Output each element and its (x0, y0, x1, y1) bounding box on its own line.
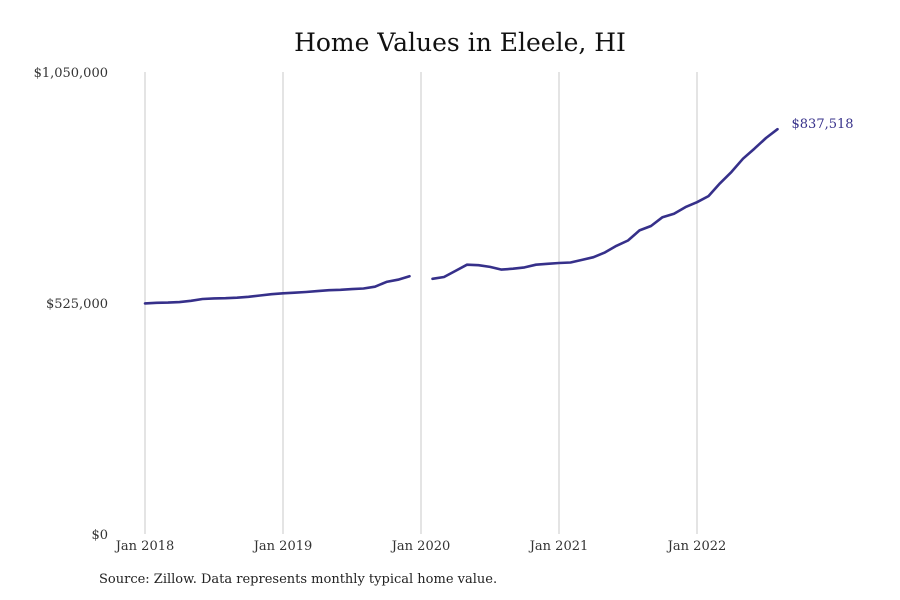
x-tick-label: Jan 2022 (666, 539, 727, 554)
source-note: Source: Zillow. Data represents monthly … (99, 572, 498, 587)
x-tick-label: Jan 2020 (390, 539, 451, 554)
series-group (143, 127, 779, 305)
x-tick-label: Jan 2018 (114, 539, 175, 554)
x-tick-label: Jan 2021 (528, 539, 589, 554)
x-tick-label: Jan 2019 (252, 539, 313, 554)
chart-title: Home Values in Eleele, HI (294, 28, 626, 57)
last-value-label: $837,518 (792, 117, 854, 132)
vertical-gridlines (144, 72, 698, 534)
y-tick-label: $525,000 (46, 297, 108, 312)
y-tick-label: $0 (91, 528, 108, 543)
series-line-segment-1 (431, 127, 779, 281)
y-tick-label: $1,050,000 (34, 66, 108, 81)
y-axis-ticks: $0 $525,000 $1,050,000 (34, 66, 108, 543)
series-line-segment-0 (143, 274, 411, 305)
x-axis-ticks: Jan 2018 Jan 2019 Jan 2020 Jan 2021 Jan 2022 (114, 539, 727, 554)
